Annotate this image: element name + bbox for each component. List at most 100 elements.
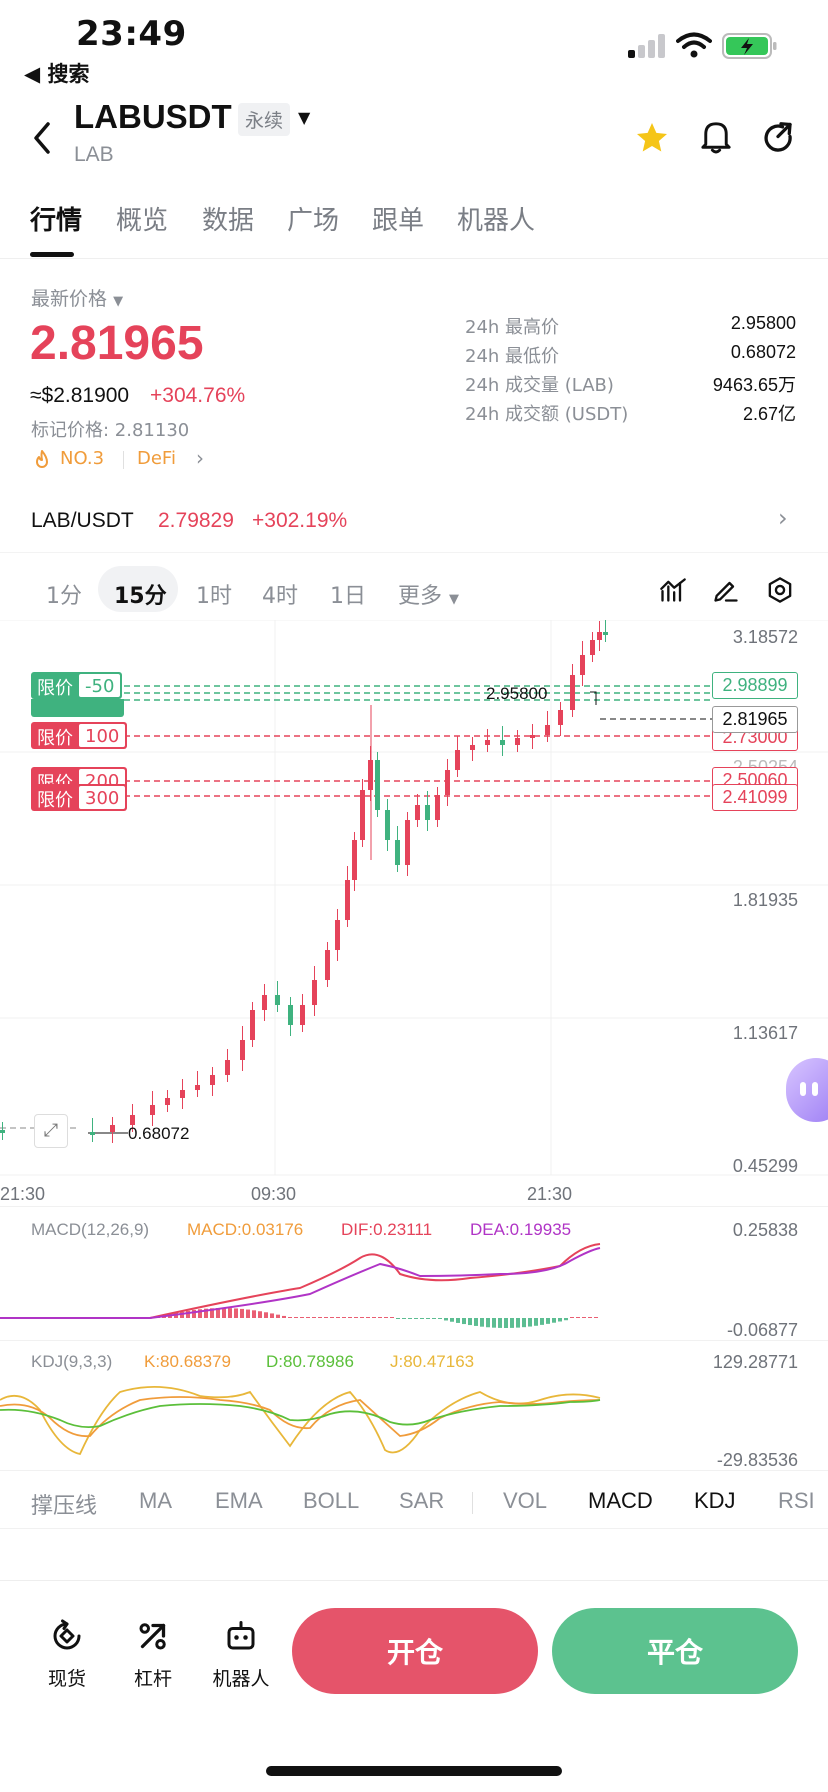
assistant-bubble[interactable]: [786, 1058, 828, 1122]
spot-pair: LAB/USDT: [31, 509, 134, 532]
ind-tab-macd[interactable]: MACD: [588, 1488, 653, 1513]
order-tag-short[interactable]: 限价 300: [31, 784, 128, 811]
sector-tag[interactable]: DeFi: [137, 448, 176, 469]
macd-histogram-bar: [402, 1318, 406, 1319]
macd-histogram-bar: [582, 1317, 586, 1318]
settings-icon[interactable]: [766, 576, 794, 604]
ind-tab-kdj[interactable]: KDJ: [694, 1488, 736, 1513]
candle-body: [335, 920, 340, 950]
close-position-button[interactable]: 平仓: [552, 1608, 798, 1694]
macd-histogram-bar: [348, 1317, 352, 1318]
back-arrow-icon[interactable]: [28, 118, 58, 158]
candle-body: [530, 735, 535, 738]
macd-histogram-bar: [540, 1318, 544, 1325]
tab-data[interactable]: 数据: [202, 206, 255, 236]
interval-4h[interactable]: 4时: [262, 584, 298, 609]
order-tag-long[interactable]: 限价 -50: [31, 672, 123, 699]
order-tag-short[interactable]: 限价 100: [31, 722, 128, 749]
interval-15m[interactable]: 15分: [114, 584, 167, 609]
macd-histogram-bar: [516, 1318, 520, 1328]
tab-market[interactable]: 行情: [30, 206, 83, 236]
kdj-y-top: 129.28771: [712, 1352, 798, 1372]
interval-more[interactable]: 更多 ▼: [398, 584, 460, 609]
bell-icon[interactable]: [698, 118, 734, 156]
order-tag-stack: [31, 699, 124, 717]
interval-1d[interactable]: 1日: [330, 584, 366, 609]
macd-chart[interactable]: [0, 1236, 828, 1334]
macd-histogram-bar: [498, 1318, 502, 1328]
home-indicator: [266, 1766, 562, 1776]
kdj-j-line: [0, 1385, 601, 1456]
macd-dea-line: [0, 1247, 601, 1319]
macd-histogram-bar: [420, 1318, 424, 1319]
macd-histogram-bar: [426, 1318, 430, 1319]
macd-histogram-bar: [492, 1318, 496, 1328]
tab-overview[interactable]: 概览: [116, 206, 169, 236]
macd-histogram-bar: [378, 1317, 382, 1318]
stat-turnover-label: 24h 成交额 (USDT): [465, 404, 629, 425]
rank-badge[interactable]: NO.3: [60, 448, 105, 469]
pair-dropdown-icon[interactable]: ▼: [298, 108, 311, 127]
price-type-selector[interactable]: 最新价格 ▼: [31, 288, 124, 310]
interval-1m[interactable]: 1分: [46, 584, 82, 609]
back-to-search[interactable]: ◀ 搜索: [24, 62, 90, 86]
ind-tab-ema[interactable]: EMA: [215, 1488, 263, 1513]
stat-low-value: 0.68072: [730, 342, 796, 362]
ind-tab-sr[interactable]: 撑压线: [31, 1493, 98, 1518]
divider: [0, 1206, 828, 1207]
ind-tab-vol[interactable]: VOL: [503, 1488, 548, 1513]
nav-margin[interactable]: 杠杆: [118, 1618, 188, 1691]
candle-body: [312, 980, 317, 1005]
ind-tab-ma[interactable]: MA: [139, 1488, 172, 1513]
tab-square[interactable]: 广场: [287, 206, 340, 236]
macd-histogram-bar: [180, 1311, 184, 1318]
macd-histogram-bar: [462, 1318, 466, 1325]
stat-high-label: 24h 最高价: [465, 317, 560, 338]
macd-histogram-bar: [456, 1318, 460, 1323]
macd-histogram-bar: [384, 1317, 388, 1318]
candle-body: [455, 750, 460, 770]
expand-icon[interactable]: ⤢: [34, 1114, 68, 1148]
macd-histogram-bar: [588, 1317, 592, 1318]
y-tick: 1.13617: [732, 1023, 798, 1043]
pair-title[interactable]: LABUSDT: [74, 98, 232, 135]
ind-tab-sar[interactable]: SAR: [399, 1488, 445, 1513]
share-icon[interactable]: [760, 120, 796, 156]
macd-histogram-bar: [330, 1317, 334, 1318]
candlestick-chart[interactable]: [0, 620, 828, 1180]
stat-volume-value: 9463.65万: [712, 375, 796, 395]
draw-pen-icon[interactable]: [712, 576, 740, 604]
macd-histogram-bar: [390, 1317, 394, 1318]
kdj-chart[interactable]: [0, 1370, 828, 1466]
candle-body: [375, 760, 380, 810]
macd-histogram-bar: [210, 1308, 214, 1318]
macd-histogram-bar: [432, 1318, 436, 1319]
ind-tab-rsi[interactable]: RSI: [778, 1488, 815, 1513]
chevron-right-icon[interactable]: ›: [196, 446, 204, 470]
macd-histogram-bar: [198, 1309, 202, 1318]
price-change-percent: +304.76%: [150, 384, 246, 407]
chart-high-label: 2.95800: [486, 684, 548, 703]
indicator-icon[interactable]: [659, 576, 687, 604]
candle-body: [385, 810, 390, 840]
macd-histogram-bar: [228, 1308, 232, 1318]
macd-histogram-bar: [414, 1318, 418, 1319]
macd-histogram-bar: [294, 1317, 298, 1318]
candle-body: [352, 840, 357, 880]
macd-histogram-bar: [216, 1308, 220, 1318]
spot-change: +302.19%: [252, 509, 348, 532]
interval-1h[interactable]: 1时: [196, 584, 232, 609]
candle-body: [300, 1005, 305, 1025]
chevron-right-icon[interactable]: ›: [778, 504, 788, 532]
ind-tab-boll[interactable]: BOLL: [303, 1488, 360, 1513]
star-icon[interactable]: [634, 120, 670, 156]
macd-histogram-bar: [564, 1318, 568, 1321]
nav-spot[interactable]: 现货: [32, 1618, 102, 1691]
macd-histogram-bar: [336, 1317, 340, 1318]
candle-body: [603, 632, 608, 635]
open-position-button[interactable]: 开仓: [292, 1608, 538, 1694]
nav-bot[interactable]: 机器人: [206, 1618, 276, 1691]
tab-copytrade[interactable]: 跟单: [372, 206, 425, 236]
tab-bot[interactable]: 机器人: [457, 206, 536, 236]
macd-histogram-bar: [276, 1314, 280, 1318]
